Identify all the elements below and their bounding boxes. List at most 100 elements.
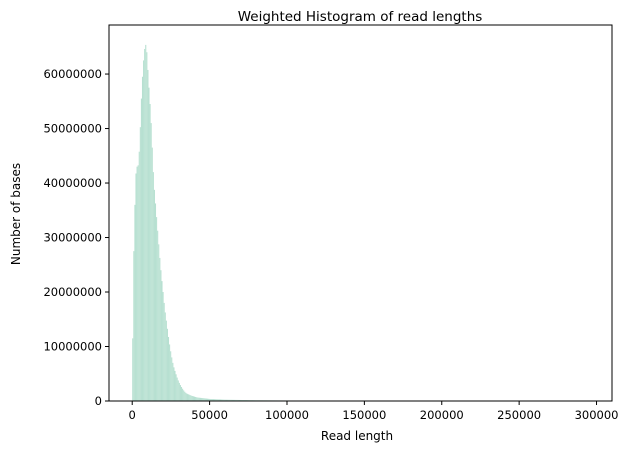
- plot-background: [109, 25, 612, 401]
- histogram-bar-32: [166, 328, 168, 401]
- histogram-bar-25: [159, 257, 161, 401]
- bars-group: [132, 44, 591, 402]
- histogram-bar-88: [227, 399, 229, 401]
- y-tick-label-6: 60000000: [43, 67, 102, 81]
- y-tick-label-2: 20000000: [43, 285, 102, 299]
- y-axis-label: Number of bases: [9, 163, 23, 265]
- histogram-bar-72: [210, 398, 212, 401]
- histogram-bar-11: [144, 48, 146, 402]
- histogram-bar-71: [209, 398, 211, 401]
- histogram-bar-45: [180, 386, 183, 401]
- histogram-bar-2: [134, 204, 136, 401]
- histogram-bar-20: [153, 189, 155, 401]
- histogram-bar-51: [187, 394, 189, 401]
- histogram-bar-84: [223, 399, 225, 401]
- histogram-bar-97: [237, 399, 239, 401]
- histogram-bar-87: [226, 399, 228, 401]
- histogram-bar-67: [204, 398, 206, 401]
- histogram-bar-4: [136, 166, 138, 401]
- histogram-bar-38: [173, 367, 175, 401]
- histogram-bar-22: [156, 217, 158, 401]
- y-tick-label-1: 10000000: [43, 340, 102, 354]
- histogram-bar-99: [239, 399, 241, 401]
- histogram-bar-29: [163, 302, 165, 401]
- histogram-bar-100: [240, 399, 242, 401]
- y-tick-label-4: 40000000: [43, 176, 102, 190]
- histogram-bar-3: [135, 173, 137, 401]
- histogram-bar-54: [190, 395, 192, 401]
- histogram-bar-19: [152, 172, 154, 401]
- histogram-bar-5: [137, 165, 139, 401]
- y-axis-ticks: 0 10000000 20000000 30000000 40000000 5000000…: [43, 67, 109, 408]
- histogram-bar-30: [164, 312, 166, 401]
- histogram-bar-75: [213, 399, 215, 401]
- histogram-bar-42: [177, 380, 179, 401]
- histogram-bar-74: [212, 399, 214, 401]
- histogram-bar-91: [230, 399, 232, 401]
- histogram-bar-50: [186, 393, 188, 401]
- histogram-bar-65: [202, 398, 204, 401]
- histogram-bar-56: [192, 396, 194, 401]
- histogram-bar-57: [193, 396, 196, 401]
- histogram-bar-59: [196, 397, 198, 401]
- histogram-bar-16: [149, 104, 151, 401]
- histogram-bar-18: [151, 147, 153, 401]
- histogram-bar-69: [206, 398, 209, 401]
- chart-title: Weighted Histogram of read lengths: [238, 9, 483, 25]
- histogram-bar-35: [170, 351, 172, 401]
- histogram-bar-49: [185, 392, 187, 401]
- histogram-bar-7: [139, 127, 141, 401]
- histogram-bar-95: [235, 399, 237, 401]
- x-tick-label-0: 0: [129, 408, 136, 422]
- histogram-bar-23: [157, 230, 159, 401]
- histogram-bar-15: [148, 87, 150, 402]
- x-tick-label-5: 250000: [497, 408, 541, 422]
- histogram-bar-41: [176, 377, 178, 401]
- histogram-bar-76: [214, 399, 216, 401]
- histogram-bar-85: [224, 399, 226, 401]
- x-tick-label-1: 50000: [191, 408, 228, 422]
- histogram-bar-62: [199, 397, 201, 401]
- x-tick-label-6: 300000: [575, 408, 619, 422]
- histogram-bar-47: [183, 390, 185, 401]
- histogram-bar-68: [205, 398, 207, 401]
- histogram-bar-34: [169, 344, 171, 401]
- x-axis-label: Read length: [321, 429, 393, 443]
- histogram-bar-13: [146, 52, 148, 402]
- histogram-bar-40: [175, 374, 177, 401]
- histogram-bar-82: [221, 399, 223, 401]
- histogram-bar-63: [200, 397, 202, 401]
- histogram-bar-61: [198, 397, 200, 401]
- histogram-bar-43: [178, 382, 180, 401]
- histogram-bar-80: [218, 399, 220, 401]
- histogram-bar-81: [219, 399, 222, 401]
- histogram-bar-83: [222, 399, 224, 401]
- histogram-bar-66: [203, 398, 205, 401]
- histogram-bar-58: [195, 396, 197, 401]
- histogram-bar-60: [197, 397, 199, 401]
- histogram-bar-89: [228, 399, 230, 401]
- histogram-bar-1: [133, 251, 135, 401]
- histogram-bar-37: [172, 362, 174, 401]
- x-tick-label-2: 100000: [265, 408, 309, 422]
- x-tick-label-3: 150000: [342, 408, 386, 422]
- histogram-bar-39: [174, 370, 176, 401]
- histogram-bar-24: [158, 244, 160, 401]
- histogram-bar-9: [141, 76, 144, 401]
- histogram-bar-8: [140, 98, 142, 401]
- histogram-bar-28: [162, 292, 164, 401]
- histogram-bar-17: [150, 123, 152, 401]
- histogram-bar-94: [234, 399, 236, 401]
- histogram-bar-31: [165, 320, 167, 401]
- histogram-bar-78: [216, 399, 218, 401]
- histogram-bar-53: [189, 395, 191, 401]
- histogram-bar-70: [208, 398, 210, 401]
- histogram-bar-26: [160, 270, 162, 401]
- histogram-bar-96: [236, 399, 238, 401]
- x-axis-ticks: 0 50000 100000 150000 200000 250000 300000: [129, 401, 619, 422]
- y-tick-label-3: 30000000: [43, 231, 102, 245]
- histogram-bar-48: [184, 391, 186, 401]
- histogram-bar-52: [188, 394, 190, 401]
- histogram-bar-33: [167, 336, 170, 401]
